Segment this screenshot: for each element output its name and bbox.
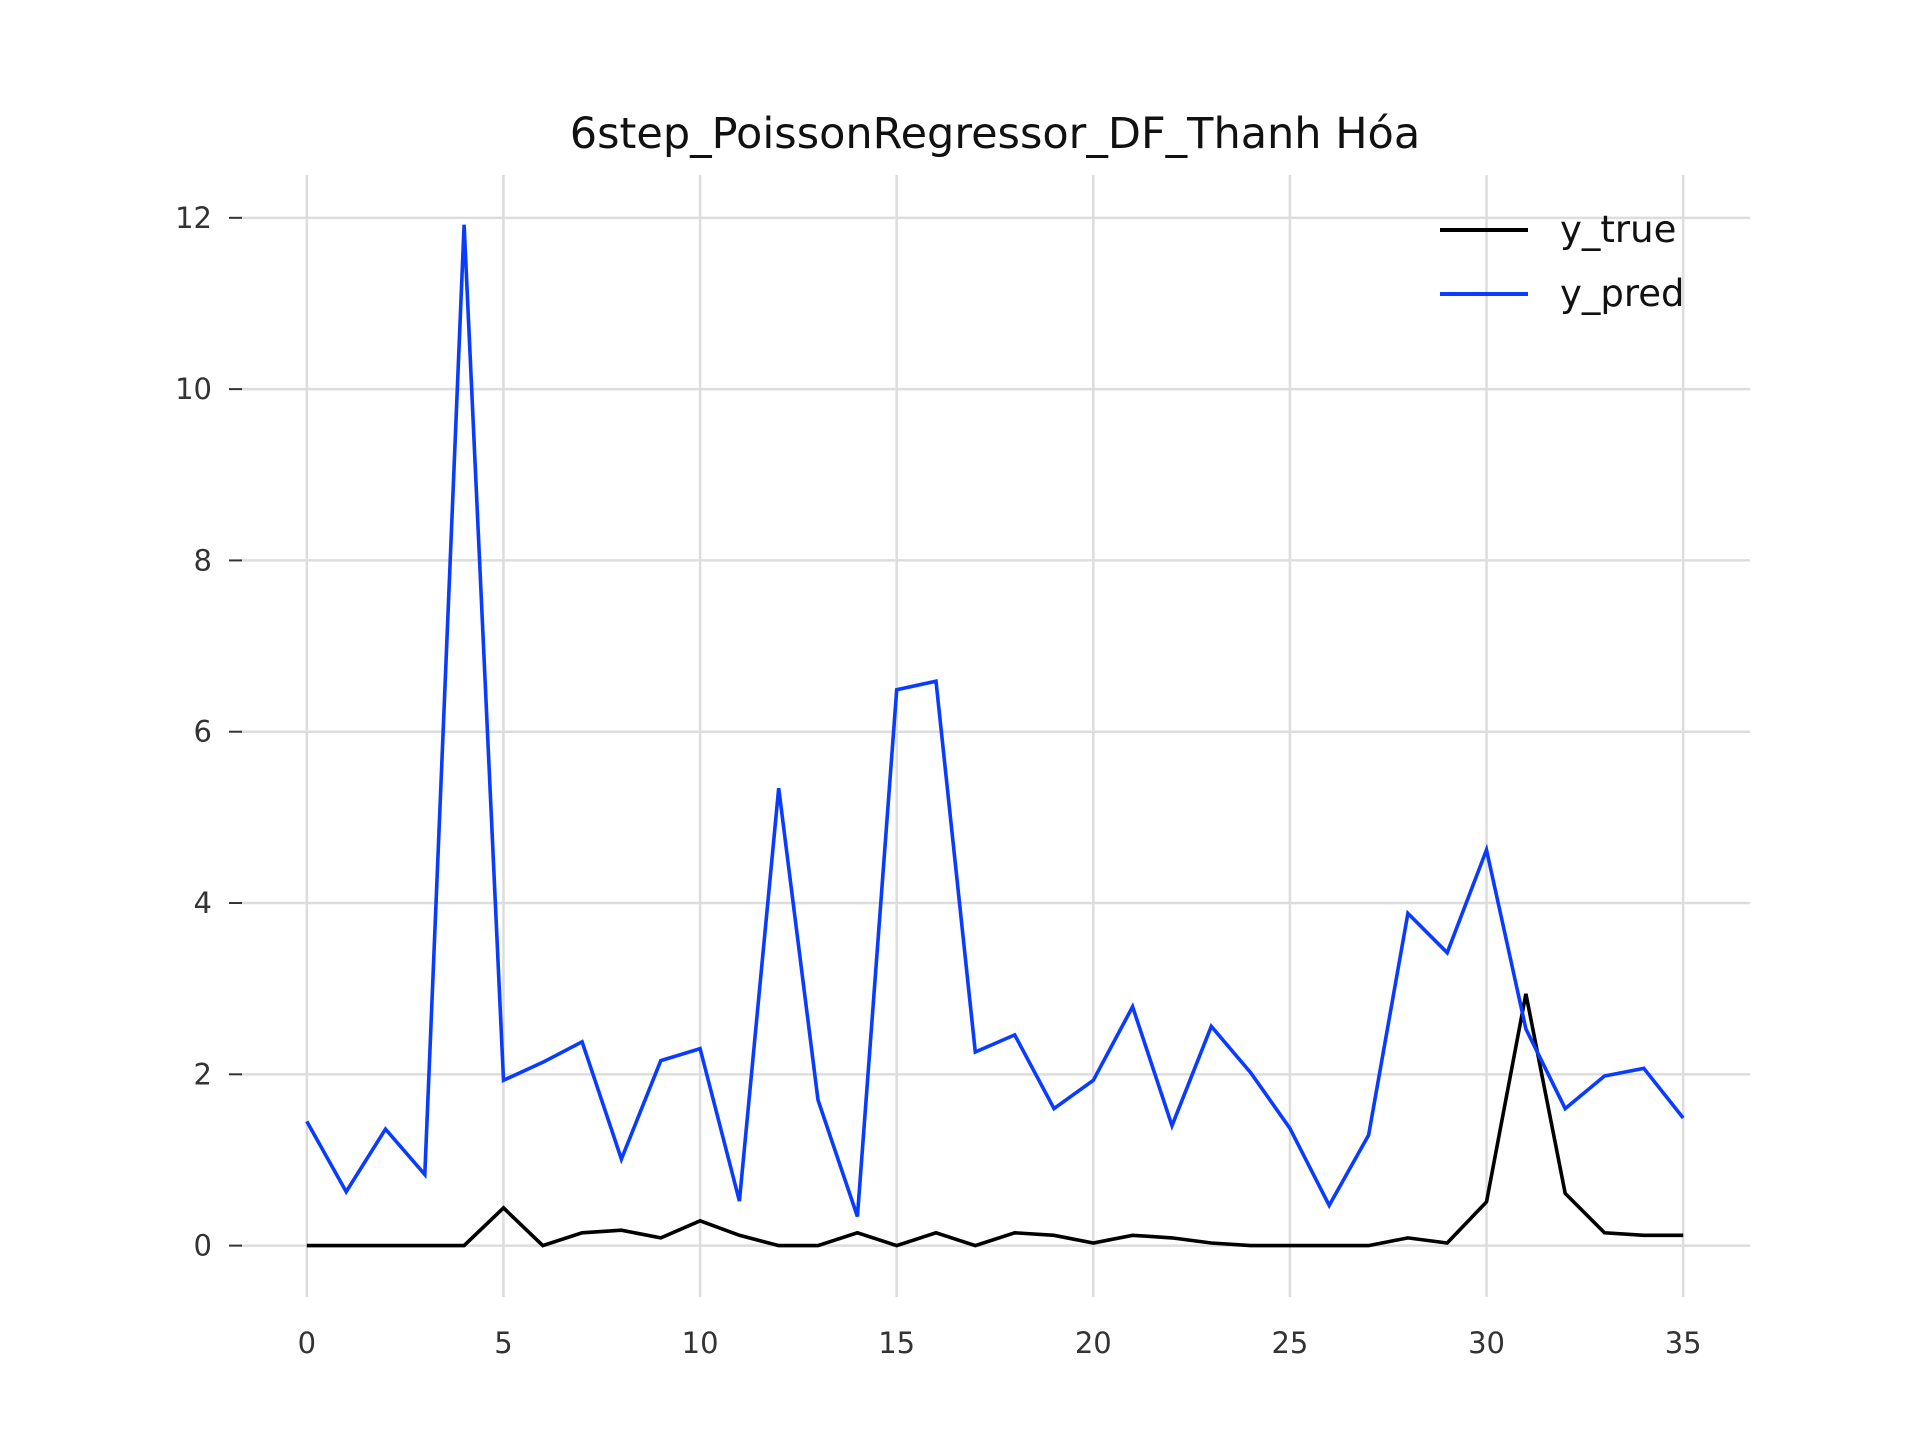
x-tick-label: 10: [682, 1326, 719, 1360]
x-tick-label: 5: [494, 1326, 512, 1360]
legend-label-y-pred: y_pred: [1560, 272, 1685, 315]
y-tick-label: 2: [194, 1057, 212, 1091]
series-line-y-pred: [305, 224, 1685, 1218]
axis-ticks: 0 5 10 15 20 25 30 35 0 2 4 6 8 10 12: [175, 201, 1702, 1360]
chart-title: 6step_PoissonRegressor_DF_Thanh Hóa: [570, 109, 1420, 159]
y-tick-label: 4: [194, 886, 212, 920]
legend: y_true y_pred: [1440, 208, 1685, 315]
y-tick-label: 10: [175, 372, 212, 406]
x-tick-label: 15: [878, 1326, 915, 1360]
y-tick-label: 8: [194, 543, 212, 577]
y-tick-label: 0: [194, 1229, 212, 1263]
series-lines: [305, 224, 1685, 1248]
y-tick-label: 6: [194, 715, 212, 749]
x-tick-label: 25: [1271, 1326, 1308, 1360]
series-line-y-true: [306, 993, 1684, 1248]
x-tick-label: 35: [1665, 1326, 1702, 1360]
x-tick-label: 30: [1468, 1326, 1505, 1360]
x-tick-label: 20: [1075, 1326, 1112, 1360]
y-tick-label: 12: [175, 201, 212, 235]
x-tick-label: 0: [298, 1326, 316, 1360]
grid: [240, 175, 1750, 1297]
legend-label-y-true: y_true: [1560, 208, 1676, 251]
